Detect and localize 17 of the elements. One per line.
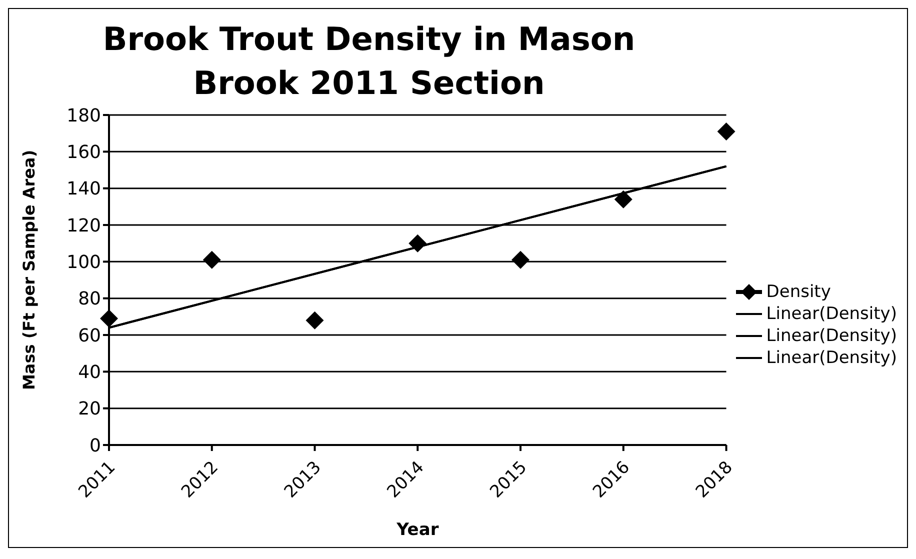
y-tick-label: 100 bbox=[66, 252, 101, 274]
chart-title: Brook Trout Density in Mason Brook 2011 Section bbox=[102, 19, 636, 104]
y-tick-label: 80 bbox=[78, 288, 101, 310]
y-tick-label: 40 bbox=[78, 362, 101, 384]
legend-label: Linear(Density) bbox=[766, 303, 897, 325]
y-axis-title: Mass (Ft per Sample Area) bbox=[20, 150, 39, 390]
x-axis-title: Year bbox=[396, 520, 440, 540]
y-tick-label: 120 bbox=[66, 215, 101, 236]
y-tick-label: 160 bbox=[66, 142, 101, 164]
legend-label: Linear(Density) bbox=[766, 347, 897, 369]
y-tick-label: 60 bbox=[78, 325, 101, 346]
y-tick-label: 0 bbox=[90, 435, 101, 456]
y-tick-label: 140 bbox=[66, 178, 101, 200]
legend-label: Linear(Density) bbox=[766, 325, 897, 347]
legend-label: Density bbox=[766, 281, 831, 303]
y-tick-label: 180 bbox=[66, 105, 101, 126]
y-tick-label: 20 bbox=[78, 398, 101, 420]
